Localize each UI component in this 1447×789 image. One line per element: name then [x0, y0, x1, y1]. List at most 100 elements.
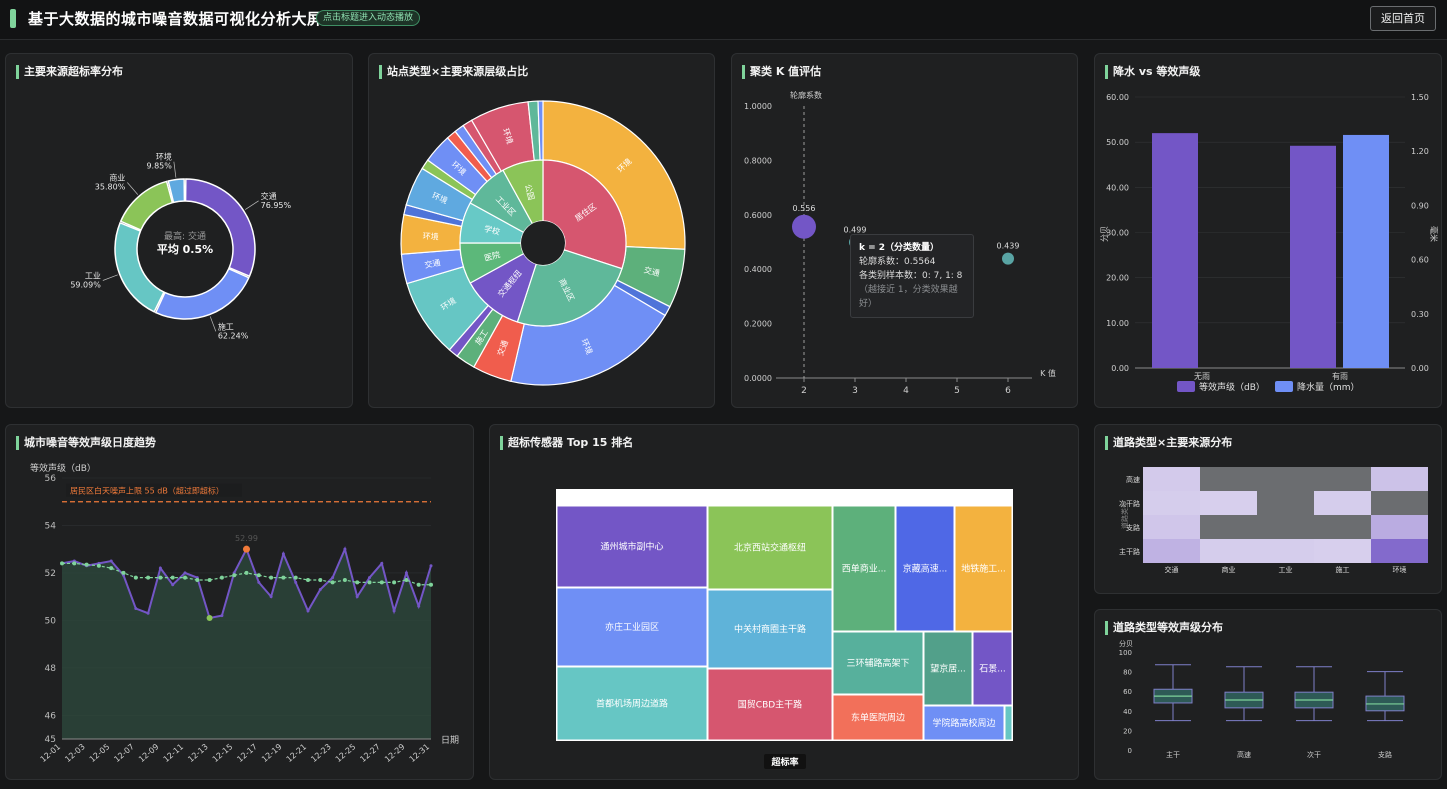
autoplay-badge[interactable]: 点击标题进入动态播放 [316, 10, 421, 26]
tooltip-note: （越接近 1，分类效果越好） [859, 285, 958, 309]
daily-point [368, 576, 371, 580]
heatmap-cell [1371, 515, 1428, 539]
treemap-cell [954, 505, 1013, 632]
moving-average-point [170, 575, 175, 580]
y-axis-label: 分贝 [1119, 639, 1133, 648]
donut-label-name: 环境 [156, 152, 172, 162]
daily-point [134, 607, 138, 610]
rain-bar-chart[interactable]: 0.00 10.00 20.00 30.00 40.00 50.00 60.00 0.00 0.… [1095, 54, 1443, 409]
legend-label: 降水量（mm） [1297, 381, 1360, 393]
daily-point [281, 552, 285, 556]
moving-average-point [306, 578, 310, 583]
treemap-cell-label: 望京居... [930, 663, 966, 675]
heatmap-x-label: 交通 [1165, 565, 1179, 574]
y-axis-label: 等效声级（dB） [30, 462, 96, 474]
y-tick-label: 20 [1123, 727, 1132, 735]
right-tick-label: 0.30 [1411, 310, 1429, 319]
donut-label-value: 59.09% [70, 281, 101, 290]
heatmap-y-label: 支路 [1126, 523, 1140, 532]
y-tick-label: 50 [45, 616, 57, 626]
x-axis-label: K 值 [1040, 368, 1056, 378]
heatmap-cell [1314, 515, 1371, 539]
bar-sound-level [1152, 133, 1198, 368]
sunburst-label: 医院 [483, 249, 501, 263]
tooltip-line: k = 2（分类数量） [859, 243, 940, 253]
x-tick-label: 12-27 [358, 742, 382, 764]
moving-average-point [367, 580, 372, 585]
x-tick-label: 12-19 [260, 742, 284, 764]
treemap-cell-label: 三环辅路高架下 [846, 657, 909, 669]
y-tick-label: 0.4000 [744, 265, 772, 274]
donut-label-value: 9.85% [146, 162, 172, 171]
x-tick-label: 无雨 [1194, 372, 1210, 381]
boxplot-panel: 道路类型等效声级分布 0 20 40 60 80 100 分贝 主干 高速 次干 支路 [1094, 609, 1442, 780]
moving-average-point [60, 561, 64, 566]
legend-swatch [1177, 381, 1195, 392]
treemap-cell-label: 首都机场周边道路 [596, 698, 668, 710]
heatmap-cell [1200, 467, 1257, 491]
left-tick-label: 40.00 [1106, 183, 1129, 192]
moving-average-point [72, 561, 77, 566]
x-tick-label: 12-31 [408, 742, 432, 764]
treemap-cell [707, 505, 833, 590]
limit-label: 居民区白天噪声上限 55 dB（超过即超标） [70, 486, 224, 496]
treemap-cell [923, 705, 1005, 741]
kmeans-tooltip: k = 2（分类数量） 轮廓系数：0.5564 各类别样本数：0: 7, 1: … [850, 234, 974, 318]
treemap-cell-label: 地铁施工... [961, 563, 1006, 575]
donut-label-value: 76.95% [261, 201, 292, 210]
min-marker [206, 614, 213, 621]
donut-slice [154, 267, 250, 320]
kmeans-scatter-chart[interactable]: 0.0000 0.2000 0.4000 0.6000 0.8000 1.0000 轮廓系数… [732, 54, 1079, 409]
x-tick-label: 12-25 [334, 742, 358, 764]
treemap-cell [832, 631, 924, 695]
legend-swatch [1275, 381, 1293, 392]
daily-point [417, 604, 421, 608]
moving-average-point [318, 578, 323, 583]
panel-title: 聚类 K 值评估 [742, 65, 821, 79]
treemap-cell-label: 石景... [979, 664, 1006, 675]
heatmap-cell [1143, 539, 1200, 563]
treemap-footer-bg [764, 754, 806, 769]
sunburst-chart[interactable]: 环境交通环境交通施工环境交通环境环境环境环境居住区商业区交通枢纽医院学校工业区公… [369, 54, 716, 409]
moving-average-point [392, 580, 397, 585]
heatmap-cell [1314, 467, 1371, 491]
panel-title: 超标传感器 Top 15 排名 [500, 436, 633, 450]
daily-point [331, 576, 335, 580]
moving-average-point [379, 580, 384, 585]
left-tick-label: 10.00 [1106, 319, 1129, 328]
x-tick-label: 6 [1005, 386, 1011, 396]
y-axis-label: 轮廓系数 [790, 90, 822, 100]
sunburst-label: 环境 [501, 127, 515, 145]
y-tick-label: 1.0000 [744, 102, 772, 111]
treemap-cell [556, 587, 708, 667]
donut-label-name: 工业 [85, 271, 101, 281]
x-tick-label: 2 [801, 386, 807, 396]
moving-average-point [256, 573, 261, 578]
x-tick-label: 12-23 [309, 742, 333, 764]
heatmap-panel: 道路类型×主要来源分布 高速 次干路 支路 主干路 交通 商业 工业 施工 环境 道路类型 [1094, 424, 1442, 594]
treemap-cell-label: 东单医院周边 [851, 712, 905, 724]
right-tick-label: 1.50 [1411, 93, 1429, 102]
y-tick-label: 0.0000 [744, 374, 772, 383]
max-label: 52.99 [235, 534, 258, 543]
treemap-cell [556, 505, 708, 588]
heatmap-cell [1314, 539, 1371, 563]
sunburst-label: 交通 [643, 264, 661, 278]
heatmap-cell [1143, 467, 1200, 491]
back-home-button[interactable]: 返回首页 [1370, 6, 1436, 31]
treemap-cell-label: 京藏高速... [903, 563, 948, 575]
daily-point [220, 614, 224, 618]
donut-slice [167, 178, 186, 204]
page-title[interactable]: 基于大数据的城市噪音数据可视化分析大屏 [28, 10, 323, 28]
donut-label-value: 62.24% [218, 331, 249, 340]
daily-point [158, 566, 162, 570]
trend-area [62, 549, 431, 739]
sunburst-label: 交通 [424, 257, 442, 270]
moving-average-point [109, 566, 114, 571]
donut-leader-line [102, 274, 118, 281]
